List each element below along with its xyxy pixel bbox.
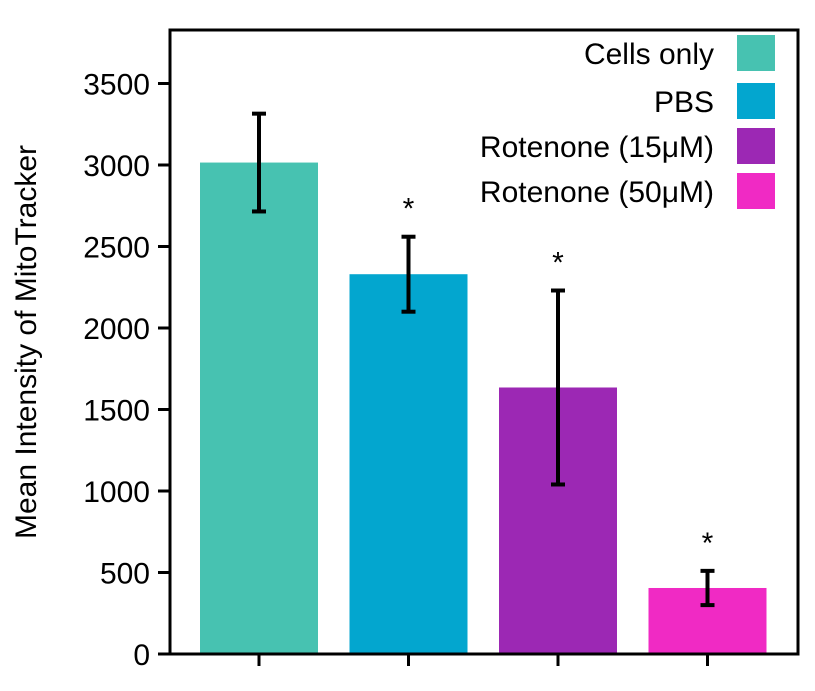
bars [200,162,767,654]
legend-label: Rotenone (15μM) [480,131,714,164]
y-tick-label: 2000 [83,313,150,346]
bar [200,162,318,654]
y-tick-label: 1500 [83,395,150,428]
y-tick-label: 3500 [83,69,150,102]
legend-swatch [737,173,775,209]
y-axis-title: Mean Intensity of MitoTracker [10,145,43,539]
x-axis [257,654,709,666]
legend-label: Rotenone (50μM) [480,176,714,209]
bar [349,274,468,654]
y-tick-label: 0 [133,639,150,672]
legend-item: PBS [654,83,775,119]
legend-item: Rotenone (15μM) [480,128,775,164]
y-tick-label: 1000 [83,476,150,509]
significance-mark: * [552,247,564,280]
y-tick-label: 2500 [83,232,150,265]
error-bar [551,288,565,487]
error-bars [252,111,715,608]
legend-swatch [737,128,775,164]
legend-item: Rotenone (50μM) [480,173,775,209]
error-bar [252,111,266,214]
error-bar [700,568,715,608]
significance-mark: * [403,193,415,226]
y-tick-label: 3000 [83,150,150,183]
legend: Cells only PBS Rotenone (15μM) Rotenone (50… [480,35,775,209]
plot-frame [168,28,800,656]
legend-swatch [737,83,775,119]
legend-swatch [737,35,775,71]
y-tick-label: 500 [100,558,150,591]
legend-label: Cells only [584,38,714,71]
error-bar [401,234,416,314]
legend-label: PBS [654,86,714,119]
y-axis: 0 500 1000 1500 2000 2500 3000 3500 [83,69,170,672]
significance-mark: * [702,527,714,560]
significance-marks: * * * [403,193,714,560]
legend-item: Cells only [584,35,775,71]
